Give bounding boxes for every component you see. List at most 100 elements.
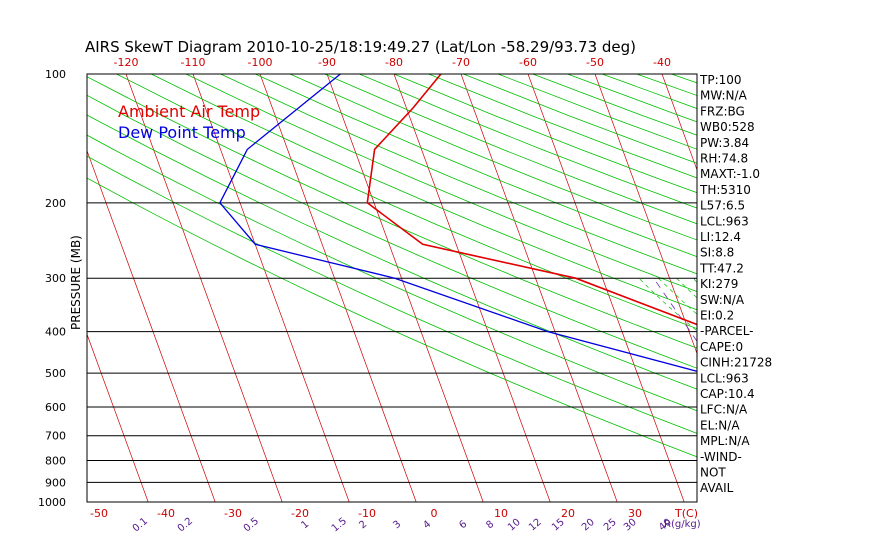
mixing-ratio-tick-label: 25: [602, 517, 619, 534]
plot-frame: [86, 73, 698, 503]
parameter-label: RH:74.8: [700, 152, 748, 166]
mixing-ratio-tick-label: 3: [391, 519, 403, 532]
dry-adiabat-line: [324, 74, 697, 225]
mixing-ratio-line: [653, 277, 697, 342]
y-tick-label: 100: [45, 68, 66, 81]
parameter-label: MPL:N/A: [700, 434, 750, 448]
mixing-ratio-tick-label: 12: [527, 517, 544, 534]
bottom-temp-tick-label: -10: [358, 507, 376, 520]
y-tick-label: 800: [45, 455, 66, 468]
top-temp-tick-label: -120: [114, 56, 139, 69]
parameter-label: SW:N/A: [700, 293, 745, 307]
dry-adiabat-line: [497, 74, 697, 150]
y-tick-label: 300: [45, 272, 66, 285]
x-axis-unit-label: T(C): [674, 507, 698, 520]
mixing-ratio-tick-label: 20: [580, 517, 597, 534]
bottom-temp-tick-label: -50: [90, 507, 108, 520]
top-temp-tick-label: -80: [385, 56, 403, 69]
parameter-label: SI:8.8: [700, 246, 734, 260]
isotherm-line: [259, 74, 417, 502]
isotherm-line: [125, 74, 283, 502]
isotherm-line: [661, 74, 697, 171]
bottom-temp-tick-label: -20: [291, 507, 309, 520]
top-temp-tick-label: -100: [248, 56, 273, 69]
top-temp-tick-label: -40: [653, 56, 671, 69]
dry-adiabat-line: [636, 74, 697, 96]
y-tick-label: 200: [45, 197, 66, 210]
y-axis-label: PRESSURE (MB): [69, 235, 83, 330]
legend-dew-point-temp: Dew Point Temp: [118, 123, 246, 142]
mixing-ratio-line: [799, 278, 870, 502]
parameter-label: LFC:N/A: [700, 403, 748, 417]
y-tick-label: 900: [45, 476, 66, 489]
isotherm-line: [393, 74, 551, 502]
isotherm-line: [0, 74, 14, 502]
isotherm-line: [460, 74, 618, 502]
mixing-ratio-tick-label: 6: [457, 519, 469, 532]
parameter-label: WB0:528: [700, 120, 755, 134]
isotherm-line: [594, 74, 697, 355]
mixing-ratio-line: [829, 278, 870, 502]
parameter-label: TT:47.2: [699, 261, 744, 275]
mixing-ratio-tick-label: 1: [299, 519, 311, 532]
mixing-ratio-line: [850, 278, 870, 502]
dry-adiabat-line: [87, 177, 697, 458]
bottom-temp-tick-label: 20: [561, 507, 575, 520]
isotherm-line: [729, 74, 870, 502]
mixing-ratio-line: [752, 278, 870, 502]
isotherm-line: [527, 74, 685, 502]
dry-adiabat-line: [810, 74, 870, 502]
top-temp-tick-label: -70: [452, 56, 470, 69]
top-temp-tick-label: -50: [586, 56, 604, 69]
dry-adiabat-line: [289, 74, 697, 241]
parameter-label: L57:6.5: [700, 199, 745, 213]
dry-adiabat-line: [393, 74, 697, 194]
legend-ambient-air-temp: Ambient Air Temp: [118, 102, 260, 121]
moist-adiabat-line: [658, 277, 697, 315]
bottom-temp-tick-label: 10: [494, 507, 508, 520]
y-tick-label: 400: [45, 326, 66, 339]
moist-adiabat-line: [758, 278, 870, 502]
y-tick-label: 1000: [38, 496, 66, 509]
dry-adiabat-line: [185, 74, 697, 292]
moist-adiabat-line: [764, 278, 870, 502]
mixing-ratio-tick-label: 0.5: [242, 516, 261, 535]
dry-adiabat-line: [220, 74, 697, 275]
top-temp-tick-label: -110: [181, 56, 206, 69]
mixing-ratio-unit-label: R(g/kg): [664, 519, 701, 530]
parameter-label: TH:5310: [699, 183, 751, 197]
top-temp-tick-label: -60: [519, 56, 537, 69]
dry-adiabat-line: [116, 74, 697, 330]
dry-adiabat-line: [775, 74, 870, 502]
top-temp-tick-label: -90: [318, 56, 336, 69]
parameter-label: EI:0.2: [700, 309, 734, 323]
moist-adiabat-line: [761, 278, 870, 502]
isotherm-line: [326, 74, 484, 502]
parameter-label: CINH:21728: [700, 356, 772, 370]
parameter-label: -WIND-: [700, 450, 742, 464]
mixing-ratio-tick-label: 0.2: [176, 516, 195, 535]
isotherm-line: [87, 333, 149, 502]
dry-adiabat-line: [741, 74, 870, 502]
parameter-label: LCL:963: [700, 214, 749, 228]
dry-adiabat-line: [87, 76, 697, 349]
parameter-label: FRZ:BG: [700, 104, 745, 118]
y-tick-label: 700: [45, 430, 66, 443]
parameter-label: CAP:10.4: [700, 387, 755, 401]
dry-adiabat-line: [151, 74, 697, 311]
parameter-label: NOT: [700, 466, 726, 480]
moist-adiabat-line: [754, 278, 870, 502]
bottom-temp-tick-label: -30: [224, 507, 242, 520]
y-tick-label: 600: [45, 401, 66, 414]
bottom-temp-tick-label: -40: [157, 507, 175, 520]
parameter-label: KI:279: [700, 277, 738, 291]
y-tick-label: 500: [45, 367, 66, 380]
mixing-ratio-tick-label: 1.5: [330, 516, 349, 535]
mixing-ratio-tick-label: 10: [506, 517, 523, 534]
ambient-air-temp-line: [366, 74, 697, 326]
mixing-ratio-tick-label: 4: [421, 519, 433, 532]
dry-adiabat-line: [255, 74, 697, 258]
dry-adiabat-line: [845, 74, 870, 502]
isotherm-line: [796, 74, 870, 502]
